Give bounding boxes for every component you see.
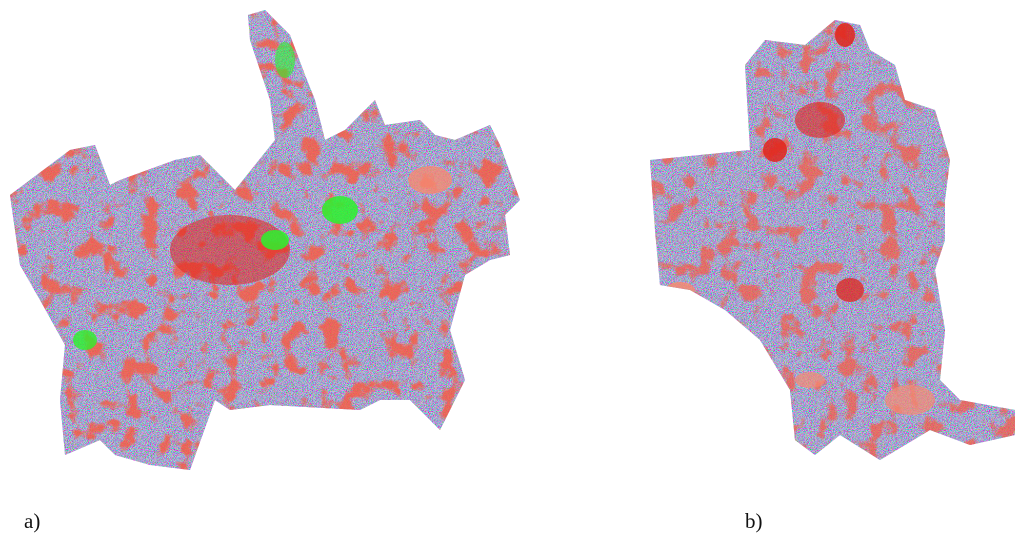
panel-label: a) <box>24 509 40 533</box>
map-a <box>0 0 530 480</box>
map-b <box>640 0 1019 470</box>
panel-label: b) <box>745 509 763 533</box>
figure: a) b) <box>0 0 1019 548</box>
page: a) b) (() => { const data = JSON.parse(d… <box>0 0 1019 548</box>
